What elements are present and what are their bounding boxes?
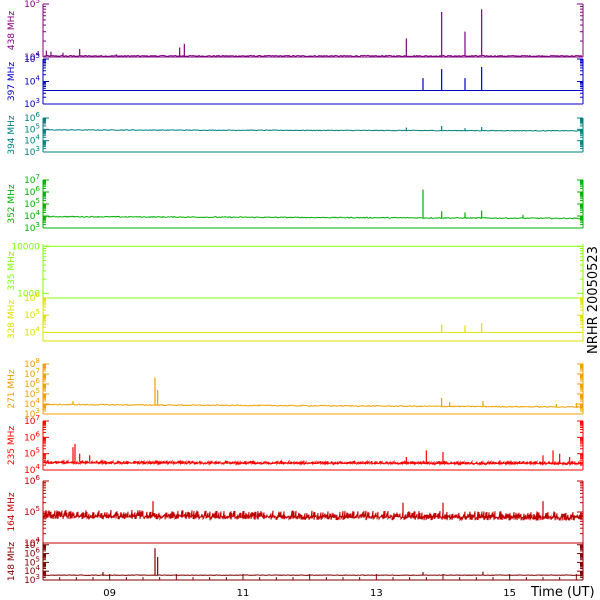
frequency-label: 438 MHz xyxy=(7,11,17,51)
y-tick-label: 104 xyxy=(24,134,40,147)
y-tick-label: 104 xyxy=(24,209,40,222)
y-tick-label: 104 xyxy=(24,463,40,476)
y-tick-label: 108 xyxy=(24,357,40,370)
y-tick-label: 106 xyxy=(24,547,40,560)
y-tick-label: 107 xyxy=(24,367,40,380)
y-tick-label: 107 xyxy=(24,538,40,551)
frequency-label: 164 MHz xyxy=(7,492,17,532)
y-tick-label: 104 xyxy=(24,564,40,577)
frequency-label: 394 MHz xyxy=(7,115,17,155)
y-tick-label: 106 xyxy=(24,474,40,487)
y-tick-label: 1000 xyxy=(17,289,40,299)
y-tick-label: 105 xyxy=(24,555,40,568)
panel-328-mhz: 104 105 106 328 MHz xyxy=(7,291,584,342)
frequency-label: 397 MHz xyxy=(7,62,17,102)
x-axis-title: Time (UT) xyxy=(530,585,595,600)
y-tick-label: 104 xyxy=(24,50,40,63)
frequency-label: 148 MHz xyxy=(7,542,17,582)
y-tick-label: 103 xyxy=(24,145,40,158)
y-tick-label: 103 xyxy=(24,97,40,110)
frequency-label: 235 MHz xyxy=(7,426,17,466)
y-tick-label: 106 xyxy=(24,185,40,198)
y-tick-label: 105 xyxy=(24,308,40,321)
series-trace xyxy=(43,129,583,132)
y-tick-label: 10000 xyxy=(11,242,40,252)
y-tick-label: 105 xyxy=(24,197,40,210)
y-tick-label: 105 xyxy=(24,447,40,460)
frequency-label: 335 MHz xyxy=(7,251,17,291)
y-tick-label: 105 xyxy=(24,52,40,65)
x-tick-label: 09 xyxy=(103,588,116,599)
y-tick-label: 103 xyxy=(24,573,40,586)
time-axis: 09 11 13 15 xyxy=(42,574,583,599)
y-tick-label: 103 xyxy=(24,221,40,234)
series-trace xyxy=(43,215,583,220)
frequency-label: 352 MHz xyxy=(7,184,17,224)
series-trace xyxy=(43,54,583,58)
y-tick-label: 105 xyxy=(24,505,40,518)
y-tick-label: 106 xyxy=(24,291,40,304)
y-tick-label: 106 xyxy=(24,430,40,443)
station-date-label: NRHR 20050523 xyxy=(586,246,600,354)
frequency-label: 328 MHz xyxy=(7,300,17,340)
series-trace xyxy=(43,574,583,576)
series-trace xyxy=(43,403,583,409)
y-tick-label: 105 xyxy=(24,122,40,135)
y-tick-label: 104 xyxy=(24,325,40,338)
y-tick-label: 103 xyxy=(24,407,40,420)
panel-235-mhz: 104 105 106 107 235 MHz xyxy=(7,414,584,476)
y-tick-label: 104 xyxy=(24,536,40,549)
x-tick-label: 11 xyxy=(237,588,250,599)
series-trace xyxy=(43,459,583,467)
y-tick-label: 104 xyxy=(24,397,40,410)
y-tick-label: 106 xyxy=(24,377,40,390)
y-tick-label: 104 xyxy=(24,75,40,88)
y-tick-label: 105 xyxy=(24,0,40,10)
panel-164-mhz: 104 105 106 164 MHz xyxy=(7,474,584,549)
y-tick-label: 107 xyxy=(24,414,40,427)
x-tick-label: 13 xyxy=(370,588,383,599)
x-tick-label: 15 xyxy=(503,588,516,599)
frequency-label: 271 MHz xyxy=(7,369,17,409)
y-tick-label: 107 xyxy=(24,173,40,186)
y-tick-label: 106 xyxy=(24,111,40,124)
series-trace xyxy=(43,509,583,522)
y-tick-label: 105 xyxy=(24,387,40,400)
